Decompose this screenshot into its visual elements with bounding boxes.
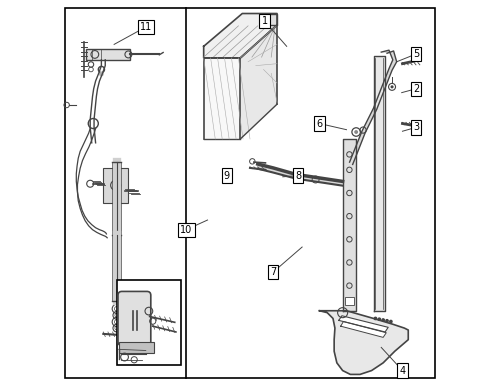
Polygon shape	[258, 164, 342, 186]
Circle shape	[354, 130, 358, 134]
Circle shape	[386, 320, 388, 322]
Text: 3: 3	[413, 122, 419, 132]
Bar	[86, 49, 130, 60]
Polygon shape	[374, 56, 385, 311]
Circle shape	[390, 85, 394, 88]
Text: 1: 1	[262, 16, 268, 26]
Text: 9: 9	[224, 171, 230, 181]
Circle shape	[378, 318, 380, 320]
Polygon shape	[261, 14, 277, 25]
Polygon shape	[342, 139, 356, 311]
Text: 4: 4	[400, 366, 406, 376]
FancyBboxPatch shape	[118, 291, 151, 345]
Polygon shape	[340, 322, 386, 337]
Text: 5: 5	[413, 49, 419, 59]
Polygon shape	[204, 14, 277, 58]
Bar	[104, 168, 128, 203]
Polygon shape	[350, 50, 397, 164]
Polygon shape	[339, 316, 388, 332]
Bar	[117, 280, 180, 365]
Polygon shape	[204, 58, 240, 139]
Text: 6: 6	[316, 119, 322, 129]
Text: 2: 2	[413, 84, 419, 94]
Polygon shape	[240, 25, 277, 139]
Text: 8: 8	[295, 171, 302, 181]
Polygon shape	[320, 311, 408, 374]
Circle shape	[382, 319, 384, 321]
Circle shape	[99, 72, 103, 76]
Text: 11: 11	[140, 22, 152, 32]
Bar	[119, 342, 154, 353]
Bar	[344, 297, 354, 305]
Text: 7: 7	[270, 267, 276, 277]
Text: 10: 10	[180, 225, 192, 235]
Circle shape	[374, 317, 376, 320]
Circle shape	[390, 320, 392, 323]
